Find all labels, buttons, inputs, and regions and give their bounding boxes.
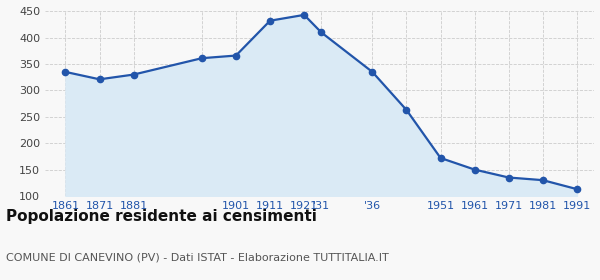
Text: COMUNE DI CANEVINO (PV) - Dati ISTAT - Elaborazione TUTTITALIA.IT: COMUNE DI CANEVINO (PV) - Dati ISTAT - E… [6, 252, 389, 262]
Text: Popolazione residente ai censimenti: Popolazione residente ai censimenti [6, 209, 317, 224]
